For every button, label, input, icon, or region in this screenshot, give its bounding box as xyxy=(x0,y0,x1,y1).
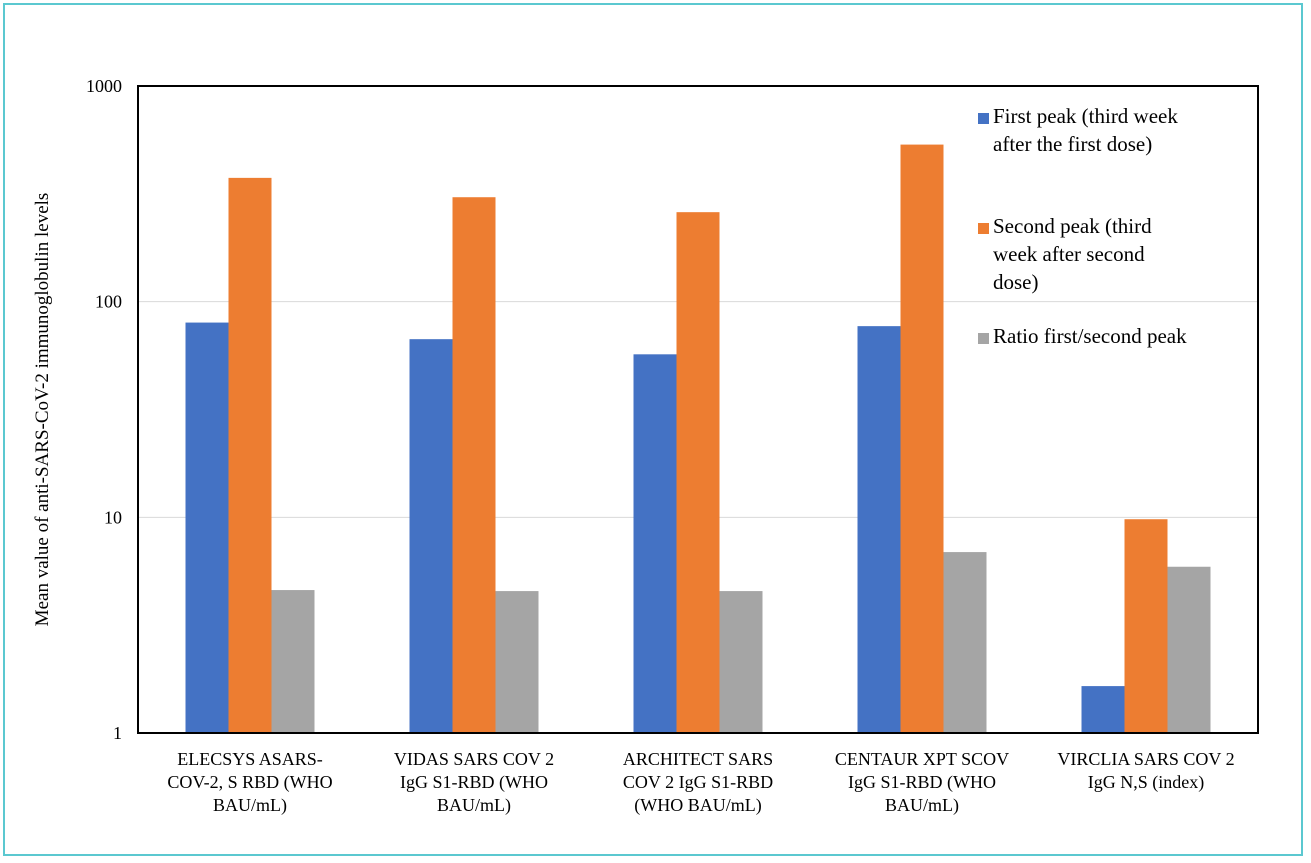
x-tick-label: BAU/mL) xyxy=(213,795,287,816)
y-tick-label: 1 xyxy=(113,723,122,743)
legend-label: First peak (third week xyxy=(993,104,1178,128)
legend-label: Ratio first/second peak xyxy=(993,324,1187,348)
y-axis-label: Mean value of anti-SARS-CoV-2 immunoglob… xyxy=(32,193,53,627)
x-tick-label: BAU/mL) xyxy=(437,795,511,816)
bar xyxy=(900,144,944,734)
bar xyxy=(943,552,987,733)
y-tick-label: 1000 xyxy=(86,76,122,96)
legend-label: Second peak (third xyxy=(993,214,1152,238)
x-tick-label: VIRCLIA SARS COV 2 xyxy=(1057,749,1234,769)
bar xyxy=(1081,686,1125,733)
y-tick-label: 100 xyxy=(95,292,122,312)
bar xyxy=(409,339,453,733)
x-tick-label: ARCHITECT SARS xyxy=(623,749,773,769)
legend-swatch xyxy=(978,333,989,344)
x-tick-label: VIDAS SARS COV 2 xyxy=(394,749,554,769)
plot-area-border xyxy=(137,85,1259,734)
legend-label: dose) xyxy=(993,270,1039,294)
bar xyxy=(185,322,229,733)
bar xyxy=(719,591,763,733)
bar xyxy=(676,212,720,733)
bar xyxy=(452,197,496,733)
x-tick-label: BAU/mL) xyxy=(885,795,959,816)
bar xyxy=(633,354,677,733)
x-tick-label: ELECSYS ASARS- xyxy=(177,749,323,769)
legend-label: week after second xyxy=(993,242,1145,266)
x-tick-label: (WHO BAU/mL) xyxy=(634,795,761,816)
bar xyxy=(1167,566,1211,733)
x-tick-label: IgG S1-RBD (WHO xyxy=(848,772,996,793)
legend-swatch xyxy=(978,113,989,124)
x-tick-label: IgG N,S (index) xyxy=(1088,772,1204,793)
legend-label: after the first dose) xyxy=(993,132,1152,156)
x-tick-label: COV 2 IgG S1-RBD xyxy=(623,772,773,792)
y-tick-label: 10 xyxy=(104,507,122,527)
bar xyxy=(228,177,272,734)
x-tick-label: CENTAUR XPT SCOV xyxy=(835,749,1009,769)
bar xyxy=(857,326,901,733)
bar xyxy=(271,590,315,733)
legend-swatch xyxy=(978,223,989,234)
bar xyxy=(495,591,539,733)
x-tick-label: COV-2, S RBD (WHO xyxy=(167,772,332,793)
x-tick-label: IgG S1-RBD (WHO xyxy=(400,772,548,793)
bar xyxy=(1124,519,1168,733)
